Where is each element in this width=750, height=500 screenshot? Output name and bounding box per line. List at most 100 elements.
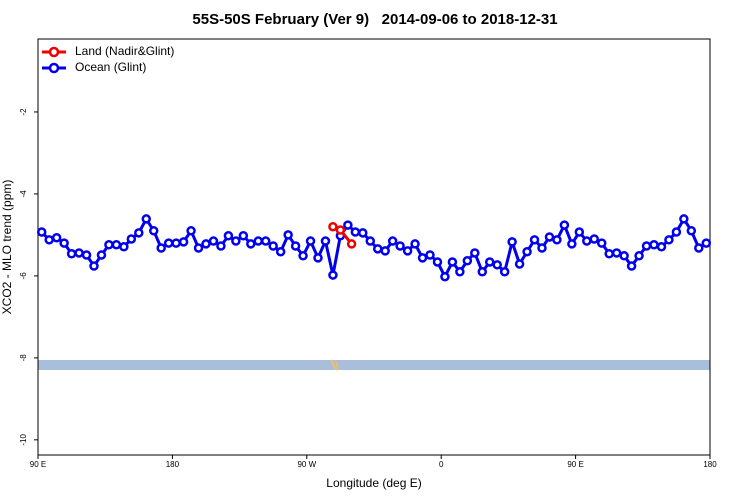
data-point xyxy=(596,238,607,248)
data-point xyxy=(305,236,316,246)
data-point xyxy=(694,243,704,253)
data-point xyxy=(253,236,264,246)
data-point xyxy=(350,227,361,237)
data-point xyxy=(529,235,540,245)
data-point xyxy=(178,237,189,247)
data-point xyxy=(208,236,219,246)
data-point xyxy=(686,226,697,236)
data-point xyxy=(649,239,659,250)
data-point xyxy=(51,233,62,243)
data-point xyxy=(440,271,450,282)
data-point xyxy=(372,244,383,254)
data-point xyxy=(44,235,54,245)
legend-marker xyxy=(48,62,60,74)
data-point xyxy=(455,267,465,277)
x-tick-label: 90 W xyxy=(297,460,316,469)
data-point xyxy=(74,248,84,258)
data-point xyxy=(522,246,532,257)
data-point xyxy=(275,246,286,257)
data-point xyxy=(246,239,256,249)
data-point xyxy=(477,267,488,277)
data-point xyxy=(641,241,652,251)
data-point xyxy=(567,239,577,249)
data-point xyxy=(544,232,555,242)
data-point xyxy=(380,246,390,256)
data-point xyxy=(492,260,502,270)
data-point xyxy=(66,249,77,259)
data-point xyxy=(387,236,398,246)
x-tick-label: 180 xyxy=(166,460,180,469)
data-point xyxy=(148,226,159,236)
data-point xyxy=(417,253,428,263)
data-point xyxy=(484,257,495,267)
data-point xyxy=(193,243,204,253)
data-point xyxy=(634,251,644,261)
data-point xyxy=(223,230,234,241)
y-tick-label: -6 xyxy=(19,272,28,280)
x-tick-label: 90 E xyxy=(567,460,583,469)
data-point xyxy=(119,242,129,252)
data-point xyxy=(701,238,712,248)
data-point xyxy=(626,261,637,271)
data-point xyxy=(552,235,562,245)
data-point xyxy=(328,221,338,232)
data-point xyxy=(582,236,592,246)
data-point xyxy=(328,270,338,280)
x-axis-label: Longitude (deg E) xyxy=(326,476,421,490)
data-point xyxy=(59,238,69,248)
data-point xyxy=(656,242,667,252)
data-point xyxy=(611,248,622,258)
data-point xyxy=(395,241,405,251)
data-point xyxy=(679,214,689,224)
y-tick-label: -10 xyxy=(19,434,28,446)
data-point xyxy=(604,249,614,259)
data-point xyxy=(619,251,629,261)
data-point xyxy=(335,225,346,235)
surface-detail xyxy=(330,359,339,371)
data-point xyxy=(231,236,241,246)
x-tick-label: 90 E xyxy=(30,460,46,469)
data-point xyxy=(671,227,682,237)
data-point xyxy=(156,243,166,253)
data-point xyxy=(290,241,301,251)
data-point xyxy=(201,239,211,249)
data-point xyxy=(447,257,458,267)
y-axis-label: XCO2 - MLO trend (ppm) xyxy=(0,180,14,315)
data-point xyxy=(163,238,174,248)
data-point xyxy=(126,234,137,244)
surface-strip xyxy=(38,360,710,370)
data-point xyxy=(268,241,278,251)
data-point xyxy=(260,236,271,246)
y-tick-label: -2 xyxy=(19,108,28,116)
plot-frame xyxy=(37,38,711,456)
data-point xyxy=(81,250,92,260)
data-point xyxy=(96,250,107,260)
legend-label: Ocean (Glint) xyxy=(75,60,146,74)
data-point xyxy=(134,228,144,238)
x-tick-label: 0 xyxy=(439,460,444,469)
data-point xyxy=(89,261,99,271)
data-point xyxy=(238,230,249,241)
chart-title: 55S-50S February (Ver 9) 2014-09-06 to 2… xyxy=(192,11,557,28)
legend-marker xyxy=(48,46,60,58)
data-point xyxy=(537,243,547,253)
data-point xyxy=(402,246,413,256)
data-point xyxy=(574,227,585,237)
data-point xyxy=(141,214,152,224)
data-point xyxy=(320,236,331,246)
data-point xyxy=(298,251,308,261)
data-point xyxy=(559,220,570,230)
data-point xyxy=(470,248,480,258)
data-point xyxy=(589,234,600,244)
data-point xyxy=(514,259,525,269)
data-point xyxy=(313,253,323,263)
data-point xyxy=(104,239,114,250)
data-point xyxy=(507,237,517,247)
data-point xyxy=(36,227,47,237)
data-point xyxy=(410,239,420,249)
data-point xyxy=(111,239,122,250)
x-tick-label: 180 xyxy=(703,460,717,469)
data-point xyxy=(171,238,181,248)
data-point xyxy=(499,267,510,277)
